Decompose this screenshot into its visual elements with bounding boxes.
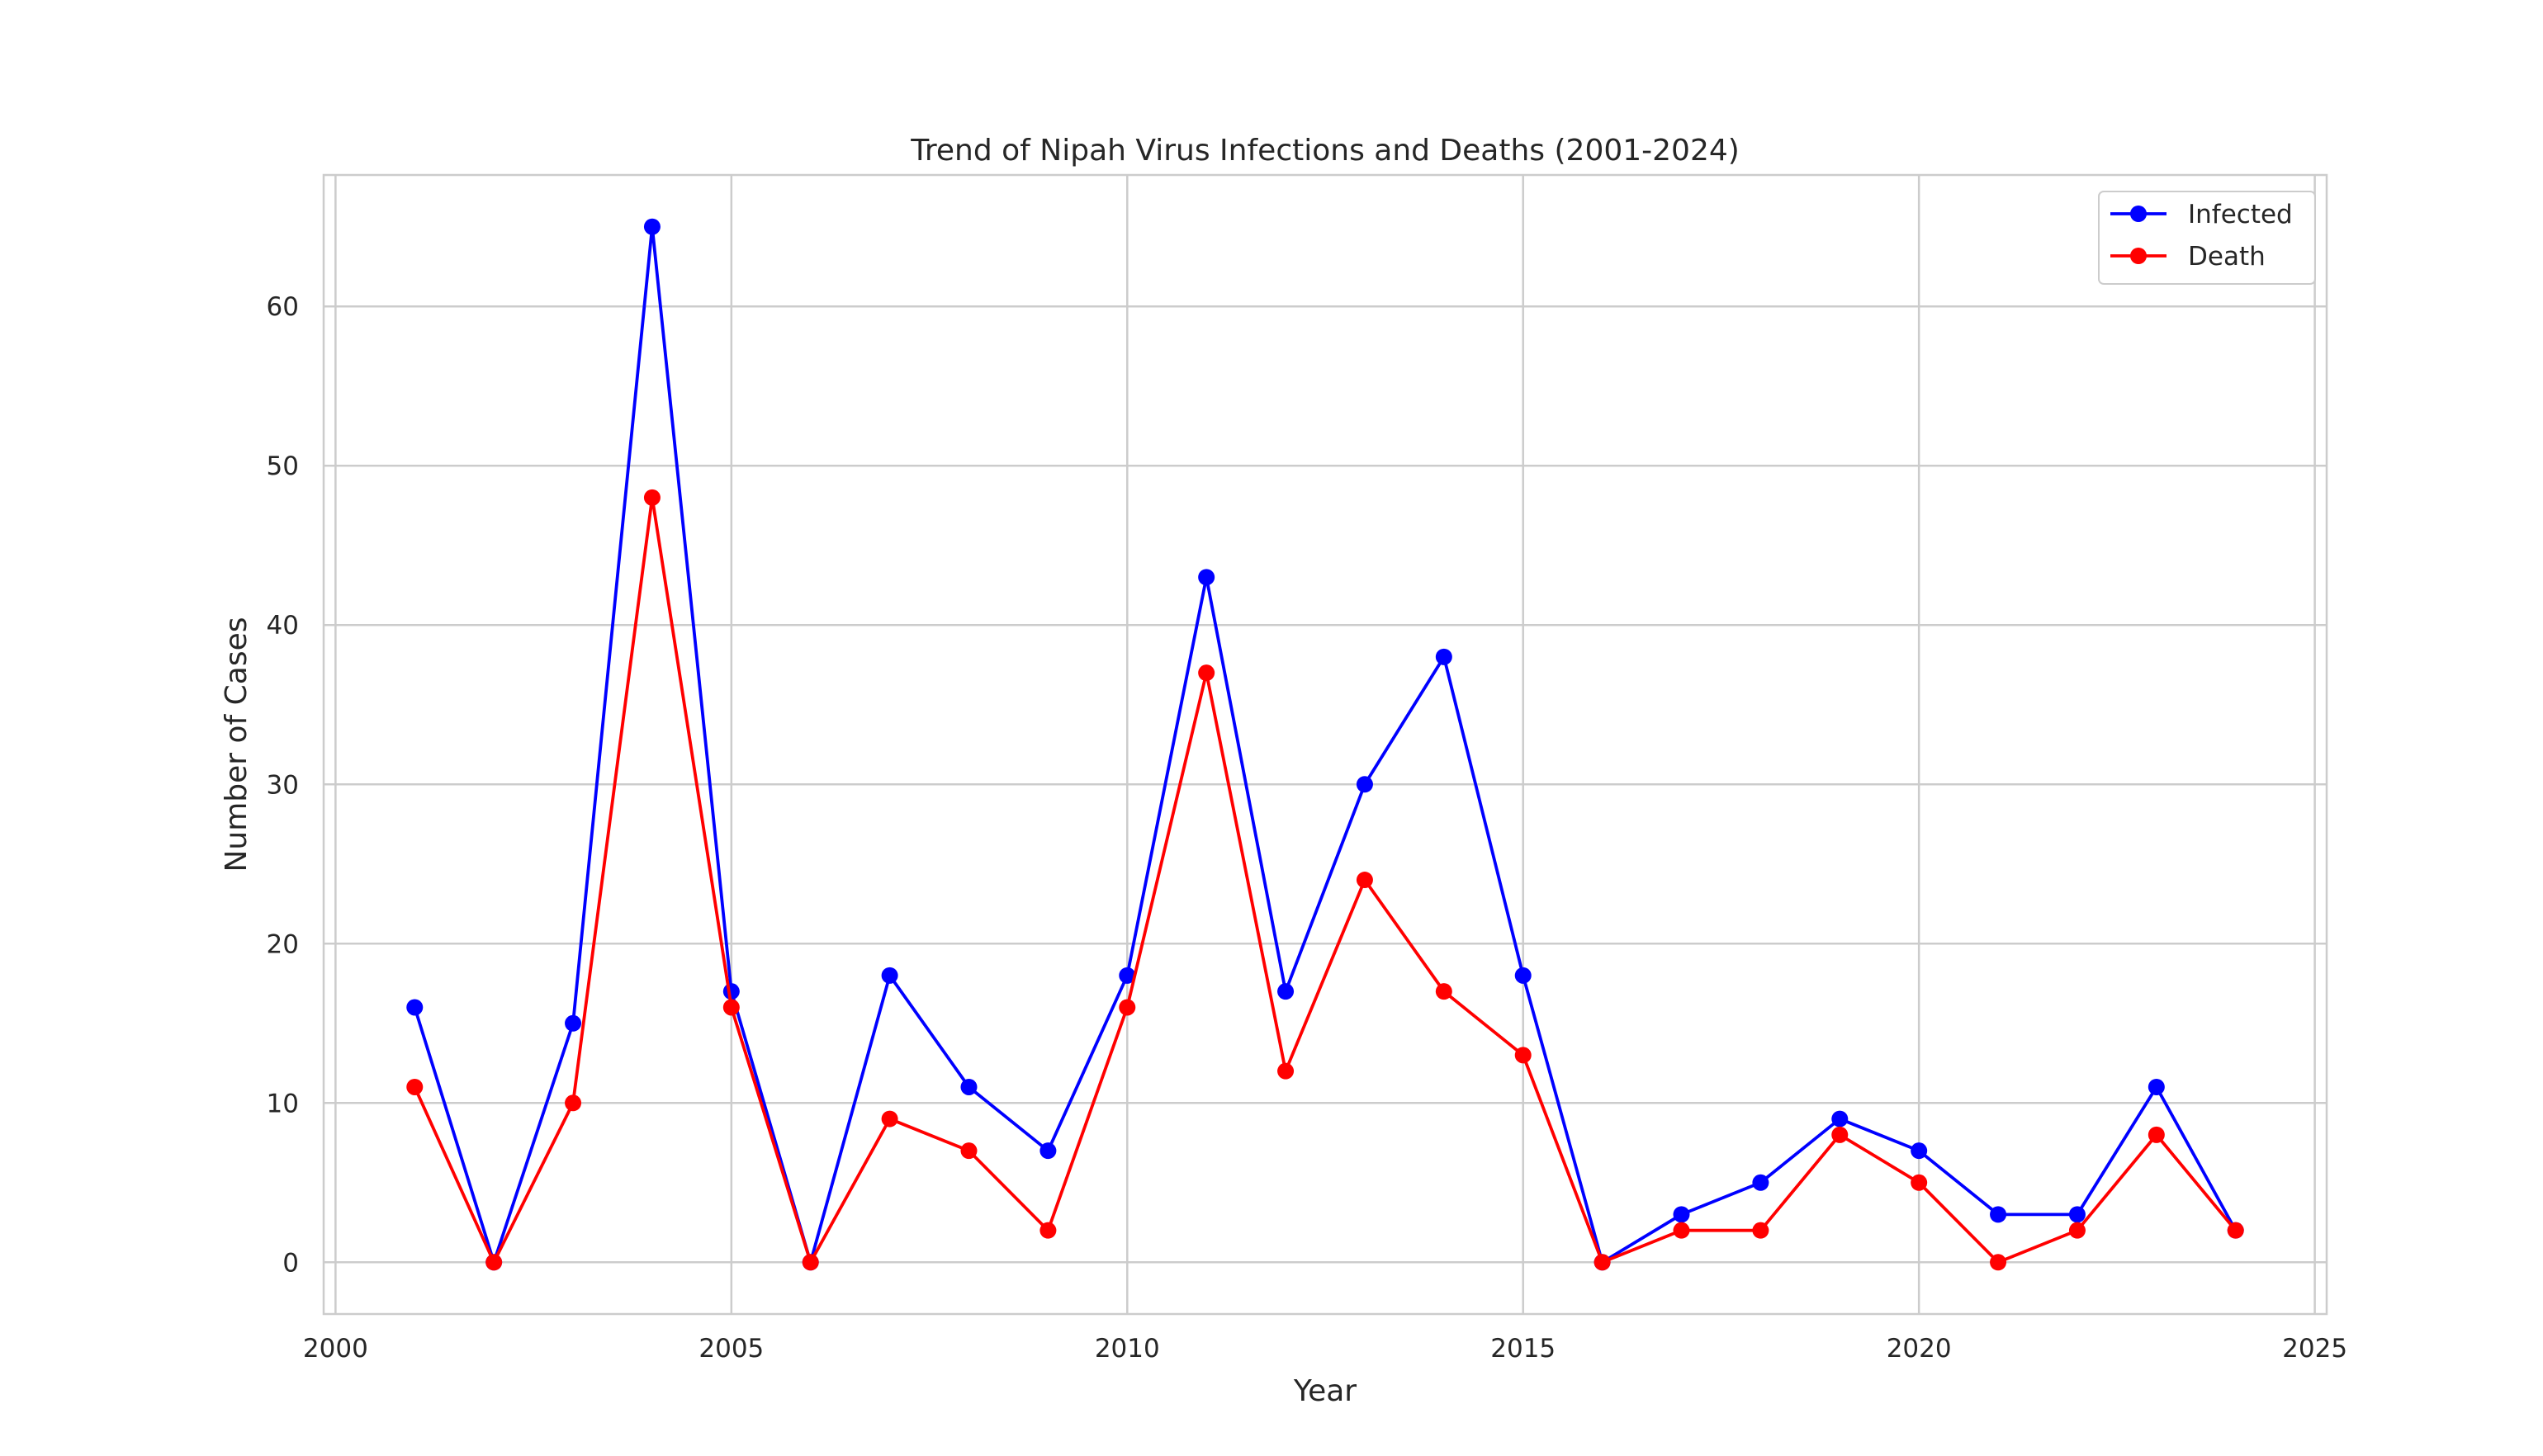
infected-point [643,218,661,235]
legend-label: Death [2188,242,2266,272]
infected-point [1039,1142,1057,1160]
x-tick-label: 2010 [1095,1334,1160,1364]
death-point [722,999,740,1016]
x-tick-label: 2025 [2282,1334,2347,1364]
y-tick-label: 0 [282,1248,299,1278]
infected-point [1119,967,1136,984]
legend-entries: Infected Death [2110,200,2293,272]
y-tick-label: 40 [267,611,299,641]
y-tick-label: 50 [267,451,299,481]
death-point [1119,999,1136,1016]
y-axis-title: Number of Cases [220,617,253,872]
death-point [960,1142,978,1160]
death-point [1594,1254,1611,1271]
infected-point [1514,967,1532,984]
death-point [485,1254,503,1271]
death-point [2148,1126,2165,1143]
infected-point [565,1014,582,1032]
legend-swatch-marker [2130,248,2147,264]
infected-point [406,999,424,1016]
infected-point [2148,1078,2165,1095]
plot-area-frame [322,173,2328,1316]
series-group [406,218,2244,1271]
y-tick-label: 60 [267,292,299,322]
infected-point [960,1078,978,1095]
infected-point [1198,569,1215,586]
legend-swatch-marker [2130,206,2147,222]
death-point [1752,1222,1769,1239]
infected-point [1831,1110,1849,1127]
x-tick-label: 2015 [1490,1334,1556,1364]
infected-line [413,225,2238,1265]
death-line [413,495,2238,1265]
infected-point [2068,1206,2086,1223]
chart-title: Trend of Nipah Virus Infections and Deat… [910,134,1740,168]
y-tick-label: 10 [267,1089,299,1118]
infected-point [1752,1174,1769,1191]
death-point [2068,1222,2086,1239]
death-point [406,1078,424,1095]
death-point [1990,1254,2007,1271]
death-point [1198,664,1215,682]
legend-item-infected: Infected [2110,200,2293,229]
x-axis-title: Year [1293,1374,1357,1408]
legend-item-death: Death [2110,242,2266,272]
death-point [1356,872,1373,889]
death-point [1673,1222,1690,1239]
death-point [802,1254,819,1271]
legend-label: Infected [2188,200,2293,229]
infected-point [1911,1142,1928,1160]
death-point [1435,983,1452,1000]
infected-point [1277,983,1295,1000]
death-point [1831,1126,1849,1143]
death-point [881,1110,898,1127]
y-tick-label: 20 [267,929,299,959]
infected-point [1435,648,1452,665]
y-tick-label: 30 [267,770,299,800]
death-point [1911,1174,1928,1191]
x-tick-label: 2000 [303,1334,368,1364]
death-point [1514,1047,1532,1064]
infected-point [881,967,898,984]
x-axis-ticks: 2000 2005 2010 2015 2020 2025 [303,1334,2347,1364]
death-point [2227,1222,2244,1239]
x-tick-label: 2020 [1887,1334,1952,1364]
series-death [406,489,2244,1271]
infected-point [1990,1206,2007,1223]
death-point [643,489,661,506]
y-axis-ticks: 0 10 20 30 40 50 60 [267,292,299,1278]
death-point [565,1094,582,1112]
death-point [1039,1222,1057,1239]
infected-point [1356,776,1373,793]
death-point [1277,1062,1295,1080]
infected-point [1673,1206,1690,1223]
legend: Infected Death [2098,191,2316,285]
x-tick-label: 2005 [698,1334,764,1364]
